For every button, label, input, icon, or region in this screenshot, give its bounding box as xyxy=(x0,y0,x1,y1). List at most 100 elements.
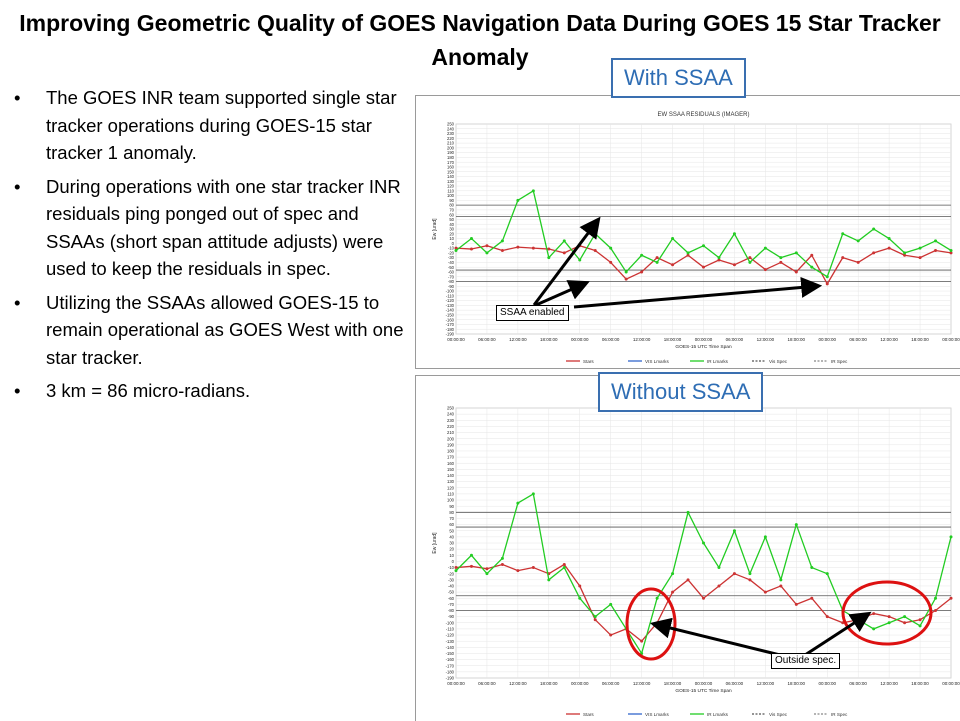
data-point xyxy=(547,256,551,260)
arrow-outside-2 xyxy=(804,611,872,657)
y-tick-label: 140 xyxy=(447,473,455,478)
y-tick-label: 30 xyxy=(449,541,454,546)
data-point xyxy=(593,248,597,252)
x-tick-label: 06:00:00 xyxy=(726,681,744,686)
data-point xyxy=(655,260,659,264)
y-tick-label: 40 xyxy=(449,534,454,539)
data-point xyxy=(825,572,829,576)
out-of-spec-circle-2 xyxy=(841,580,933,646)
x-tick-label: 12:00:00 xyxy=(509,337,527,342)
data-point xyxy=(686,578,690,582)
data-point xyxy=(454,569,458,573)
data-point xyxy=(562,566,566,570)
arrow-to-ssaa-1 xyxy=(532,216,601,306)
x-tick-label: 00:00:00 xyxy=(818,681,836,686)
y-tick-label: 120 xyxy=(447,184,455,189)
data-point xyxy=(763,535,767,539)
data-point xyxy=(903,251,907,255)
plot-with-ssaa: EW SSAA RESIDUALS (IMAGER) 250 240 230 220 21… xyxy=(415,95,960,369)
y-tick-label: 240 xyxy=(447,412,455,417)
x-tick-label: 12:00:00 xyxy=(633,337,651,342)
y-tick-label: 160 xyxy=(447,165,455,170)
y-tick-label: -10 xyxy=(448,246,455,251)
y-tick-label: -10 xyxy=(448,565,455,570)
y-tick-label: 60 xyxy=(449,212,454,217)
y-tick-label: -190 xyxy=(446,332,455,337)
y-tick-label: 190 xyxy=(447,442,455,447)
y-tick-label: 230 xyxy=(447,131,455,136)
data-point xyxy=(686,251,690,255)
y-tick-label: -50 xyxy=(448,590,455,595)
y-tick-label: 170 xyxy=(447,455,455,460)
data-point xyxy=(717,256,721,260)
data-point xyxy=(500,248,504,252)
data-point xyxy=(531,246,535,250)
y-tick-label: -140 xyxy=(446,308,455,313)
data-point xyxy=(609,260,613,264)
data-point xyxy=(578,596,582,600)
data-point xyxy=(810,596,814,600)
y-tick-label: -70 xyxy=(448,602,455,607)
x-tick-label: 00:00:00 xyxy=(447,681,465,686)
y-tick-label: 100 xyxy=(447,193,455,198)
x-tick-label: 18:00:00 xyxy=(788,681,806,686)
legend-label: Stars xyxy=(583,712,594,717)
arrow-to-ssaa-2 xyxy=(535,280,590,307)
data-point xyxy=(655,596,659,600)
data-point xyxy=(717,584,721,588)
data-point xyxy=(934,596,938,600)
legend-label: Stars xyxy=(583,359,594,364)
y-tick-label: -100 xyxy=(446,620,455,625)
y-tick-label: -170 xyxy=(446,663,455,668)
y-tick-label: -30 xyxy=(448,255,455,260)
data-point xyxy=(640,270,644,274)
legend-label: Vis Spec xyxy=(769,712,788,717)
data-point xyxy=(686,510,690,514)
x-tick-label: 00:00:00 xyxy=(447,337,465,342)
data-point xyxy=(578,258,582,262)
y-tick-label: 10 xyxy=(449,553,454,558)
y-tick-label: 0 xyxy=(452,559,455,564)
data-point xyxy=(918,624,922,628)
y-tick-label: -60 xyxy=(448,270,455,275)
data-point xyxy=(454,566,458,570)
x-tick-label: 06:00:00 xyxy=(849,681,867,686)
y-tick-label: 20 xyxy=(449,547,454,552)
data-point xyxy=(918,246,922,250)
data-point xyxy=(810,253,814,257)
data-point xyxy=(887,621,891,625)
legend-label: IR Spec xyxy=(831,712,848,717)
ssaa-enabled-note: SSAA enabled xyxy=(496,305,569,321)
data-point xyxy=(949,596,953,600)
x-tick-label: 18:00:00 xyxy=(664,337,682,342)
with-ssaa-label: With SSAA xyxy=(611,58,746,98)
data-point xyxy=(856,260,860,264)
data-point xyxy=(702,541,705,545)
bullet-item: Utilizing the SSAAs allowed GOES-15 to r… xyxy=(14,289,404,372)
data-point xyxy=(469,553,473,557)
data-point xyxy=(454,246,458,250)
data-point xyxy=(732,572,736,576)
data-point xyxy=(469,247,473,251)
data-point xyxy=(593,618,597,622)
y-tick-label: 10 xyxy=(449,236,454,241)
data-point xyxy=(949,248,953,252)
y-tick-label: 150 xyxy=(447,467,455,472)
y-axis-label: Ew [urad] xyxy=(432,218,438,240)
data-point xyxy=(531,566,535,570)
y-tick-label: 180 xyxy=(447,449,455,454)
data-point xyxy=(732,263,736,267)
data-point xyxy=(469,564,473,568)
y-tick-label: 50 xyxy=(449,217,454,222)
data-point xyxy=(516,501,520,505)
y-tick-label: -70 xyxy=(448,274,455,279)
page-title: Improving Geometric Quality of GOES Navi… xyxy=(19,10,941,70)
y-tick-label: 60 xyxy=(449,522,454,527)
y-tick-label: -50 xyxy=(448,265,455,270)
data-point xyxy=(732,232,736,236)
data-point xyxy=(779,578,783,582)
data-point xyxy=(485,251,489,255)
y-tick-label: 210 xyxy=(447,141,455,146)
outside-spec-note: Outside spec. xyxy=(771,653,841,669)
